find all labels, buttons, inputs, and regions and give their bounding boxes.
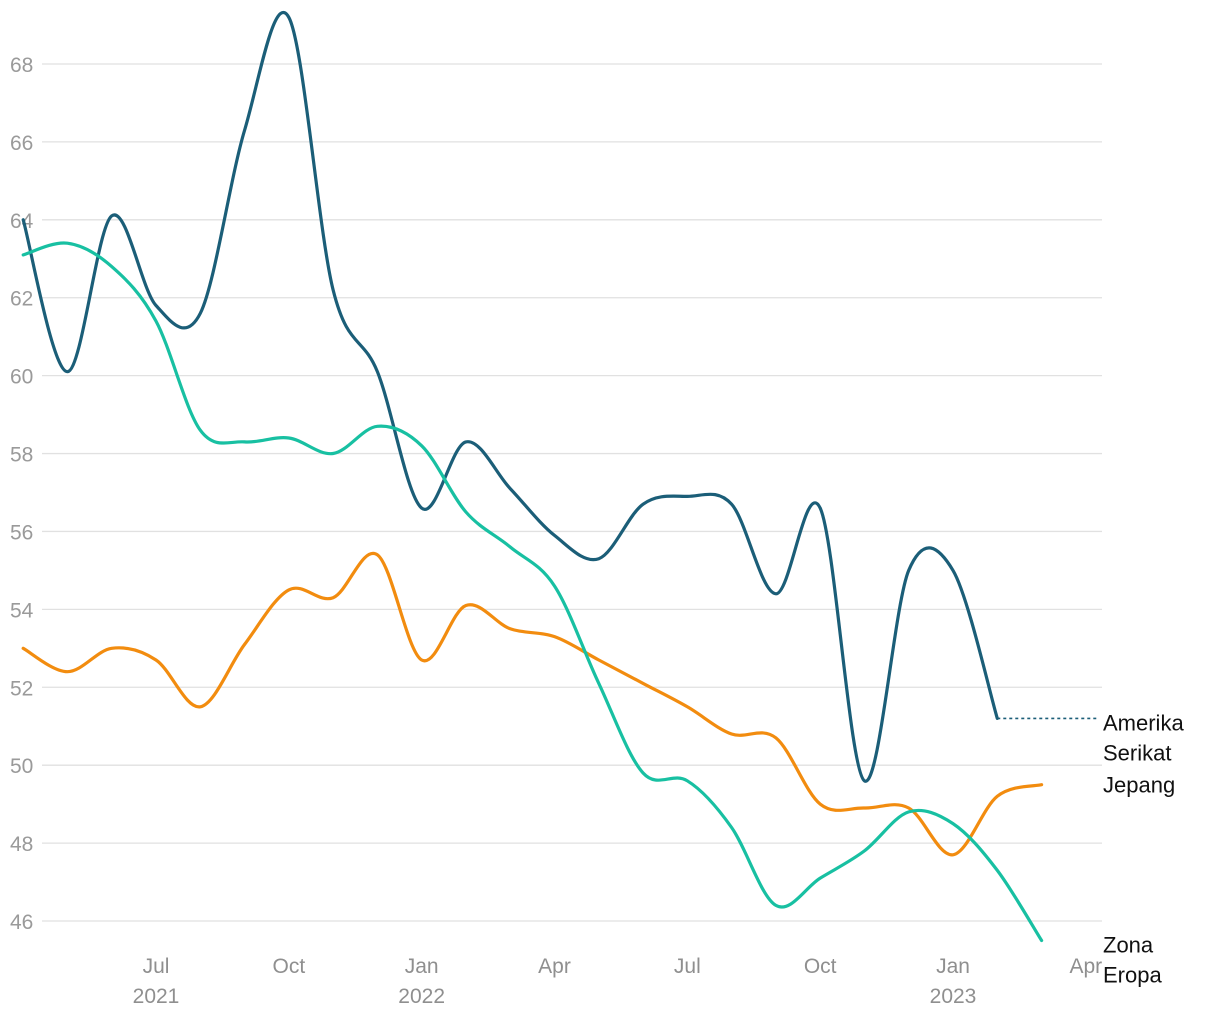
y-tick-label-52: 52: [10, 677, 33, 700]
y-tick-label-68: 68: [10, 54, 33, 77]
x-tick-label-1: Oct: [272, 955, 305, 978]
x-tick-label-0: Jul: [143, 955, 170, 978]
x-tick-year-2023: 2023: [930, 985, 977, 1008]
y-tick-label-56: 56: [10, 521, 33, 544]
y-tick-label-58: 58: [10, 444, 33, 467]
y-tick-label-62: 62: [10, 288, 33, 311]
x-tick-label-6: Jan: [936, 955, 970, 978]
y-tick-label-64: 64: [10, 210, 34, 233]
y-tick-label-54: 54: [10, 599, 34, 622]
x-tick-year-2022: 2022: [398, 985, 445, 1008]
y-tick-label-46: 46: [10, 911, 33, 934]
series-labels: Amerika Serikat Jepang Zona Eropa: [1103, 710, 1184, 987]
series-label-zona-eropa: Zona Eropa: [1103, 932, 1162, 987]
series-line-amerika-serikat: [21, 10, 999, 783]
gridlines: [42, 63, 1102, 922]
x-axis-ticks: Jul 2021 Oct Jan 2022 Apr Jul Oct Jan 2023 Apr: [133, 955, 1103, 1008]
series-line-zona-eropa: [21, 241, 1044, 943]
x-tick-label-4: Jul: [674, 955, 701, 978]
x-tick-label-7: Apr: [1069, 955, 1102, 978]
series-line-jepang: [21, 551, 1044, 857]
x-tick-year-2021: 2021: [133, 985, 180, 1008]
x-tick-label-5: Oct: [804, 955, 837, 978]
y-tick-label-66: 66: [10, 132, 33, 155]
y-tick-label-48: 48: [10, 833, 33, 856]
x-tick-label-3: Apr: [538, 955, 571, 978]
y-axis-ticks: 46 48 50 52 54 56 58 60 62 64 66 68: [10, 54, 34, 934]
series-lines: [21, 10, 1097, 943]
y-tick-label-50: 50: [10, 755, 33, 778]
series-label-amerika-serikat: Amerika Serikat: [1103, 710, 1184, 765]
series-label-jepang: Jepang: [1103, 773, 1175, 798]
y-tick-label-60: 60: [10, 366, 33, 389]
x-tick-label-2: Jan: [405, 955, 439, 978]
